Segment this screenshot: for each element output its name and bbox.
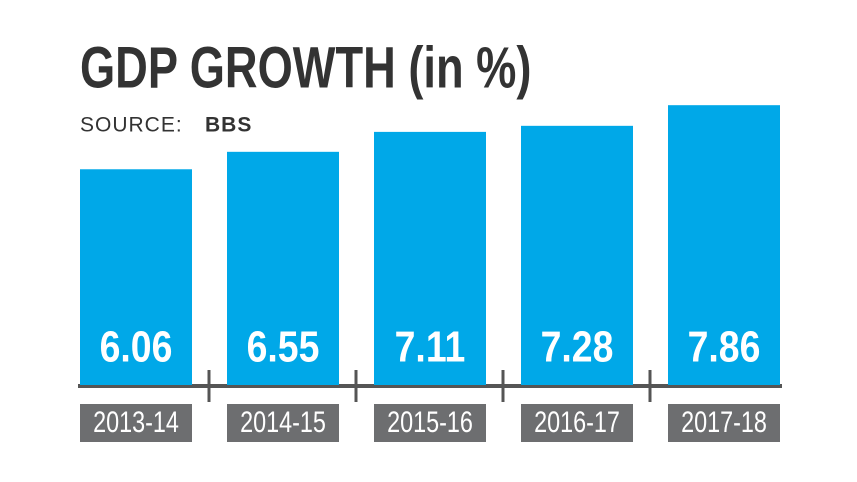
- category-box: [521, 404, 633, 442]
- value-label: 6.55: [247, 322, 320, 372]
- x-tick-label: 2013-14: [93, 405, 179, 438]
- chart-title: GDP GROWTH (in %): [80, 36, 531, 101]
- value-label: 6.06: [100, 322, 173, 372]
- x-tick-label: 2016-17: [534, 405, 620, 438]
- category-box: [227, 404, 339, 442]
- source-label: SOURCE:: [80, 114, 183, 137]
- category-box: [80, 404, 192, 442]
- value-label: 7.86: [688, 322, 761, 372]
- x-tick-label: 2014-15: [240, 405, 326, 438]
- x-tick-label: 2017-18: [681, 405, 767, 438]
- source: BBS: [205, 114, 252, 137]
- value-label: 7.28: [541, 322, 614, 372]
- bar: [227, 151, 339, 385]
- bar: [668, 105, 780, 386]
- bar: [521, 125, 633, 385]
- x-tick-label: 2015-16: [387, 405, 473, 438]
- bar: [374, 131, 486, 385]
- category-box: [374, 404, 486, 442]
- bar: [80, 169, 192, 385]
- category-box: [668, 404, 780, 442]
- value-label: 7.11: [395, 322, 466, 372]
